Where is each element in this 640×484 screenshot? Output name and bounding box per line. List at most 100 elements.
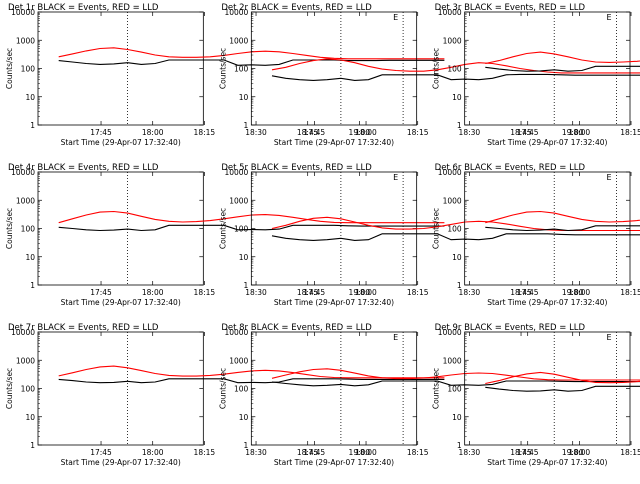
- series-line-events: [485, 225, 640, 232]
- plot-frame: [37, 171, 204, 286]
- y-axis-label: Counts/sec: [218, 368, 227, 409]
- chart-title: Det 7r BLACK = Events, RED = LLD: [8, 323, 159, 333]
- event-marker-label: E: [393, 13, 398, 22]
- plot-frame: [464, 11, 631, 126]
- x-axis-label: Start Time (29-Apr-07 17:32:40): [487, 458, 607, 467]
- x-tick-label: 19:00: [562, 128, 584, 137]
- x-tick-label: 18:15: [194, 288, 216, 297]
- y-tick-label: 1: [457, 281, 462, 290]
- y-tick-label: 10000: [11, 8, 35, 17]
- x-tick-label: 18:00: [569, 288, 591, 297]
- x-tick-label: 18:45: [297, 128, 319, 137]
- x-tick-label: 18:00: [355, 128, 377, 137]
- x-axis-label: Start Time (29-Apr-07 17:32:40): [274, 298, 394, 307]
- y-tick-label: 1: [457, 441, 462, 450]
- x-tick-label: 18:00: [355, 288, 377, 297]
- event-marker-label: E: [606, 333, 611, 342]
- event-marker-label: E: [606, 173, 611, 182]
- x-tick-label: 17:45: [517, 128, 539, 137]
- y-tick-label: 1000: [443, 356, 462, 365]
- plot-frame: [37, 11, 204, 126]
- x-tick-label: 17:45: [90, 288, 112, 297]
- x-tick-label: 18:15: [620, 448, 640, 457]
- x-tick-label: 18:45: [510, 448, 532, 457]
- y-axis-label: Counts/sec: [5, 208, 14, 249]
- x-tick-label: 17:45: [90, 128, 112, 137]
- chart-title: Det 3r BLACK = Events, RED = LLD: [435, 3, 586, 13]
- x-tick-label: 19:00: [349, 128, 371, 137]
- y-axis-label: Counts/sec: [5, 48, 14, 89]
- y-tick-label: 10: [239, 253, 249, 262]
- y-tick-label: 100: [447, 225, 462, 234]
- y-tick-label: 10: [239, 93, 249, 102]
- series-line-events: [485, 65, 640, 72]
- x-tick-label: 18:30: [459, 288, 481, 297]
- x-tick-label: 18:45: [510, 128, 532, 137]
- series-line-lld: [485, 371, 640, 385]
- x-tick-label: 17:45: [517, 448, 539, 457]
- y-axis-label: Counts/sec: [218, 208, 227, 249]
- x-tick-label: 18:00: [569, 448, 591, 457]
- series-line-lld: [485, 210, 640, 224]
- y-tick-label: 10: [452, 93, 462, 102]
- series-line-events: [271, 73, 640, 81]
- plot-frame: [37, 331, 204, 446]
- y-tick-label: 100: [447, 385, 462, 394]
- chart-panel-7: Det 7r BLACK = Events, RED = LLD 1 10 100 10…: [5, 323, 445, 467]
- y-tick-label: 1000: [229, 36, 248, 45]
- y-tick-label: 10000: [224, 8, 248, 17]
- y-tick-label: 10000: [224, 328, 248, 337]
- y-tick-label: 1000: [443, 36, 462, 45]
- y-tick-label: 10: [239, 413, 249, 422]
- y-axis-label: Counts/sec: [218, 48, 227, 89]
- x-tick-label: 17:45: [304, 128, 326, 137]
- chart-panel-1: Det 1r BLACK = Events, RED = LLD 1 10 100 10…: [5, 3, 445, 147]
- x-tick-label: 17:45: [517, 288, 539, 297]
- event-marker-label: E: [393, 333, 398, 342]
- series-line-events: [271, 233, 640, 241]
- y-tick-label: 1000: [16, 36, 35, 45]
- x-tick-label: 18:15: [407, 288, 429, 297]
- y-tick-label: 100: [21, 385, 36, 394]
- plot-frame: [464, 171, 631, 286]
- x-tick-label: 17:45: [304, 288, 326, 297]
- x-tick-label: 18:00: [569, 128, 591, 137]
- y-axis-label: Counts/sec: [432, 368, 441, 409]
- chart-title: Det 6r BLACK = Events, RED = LLD: [435, 163, 586, 173]
- plot-frame: [464, 331, 631, 446]
- y-tick-label: 1: [244, 121, 249, 130]
- chart-title: Det 8r BLACK = Events, RED = LLD: [221, 323, 372, 333]
- y-axis-label: Counts/sec: [5, 368, 14, 409]
- x-axis-label: Start Time (29-Apr-07 17:32:40): [61, 138, 181, 147]
- x-tick-label: 18:45: [297, 448, 319, 457]
- chart-title: Det 4r BLACK = Events, RED = LLD: [8, 163, 159, 173]
- y-tick-label: 100: [21, 225, 36, 234]
- y-tick-label: 1: [30, 121, 35, 130]
- x-axis-label: Start Time (29-Apr-07 17:32:40): [487, 138, 607, 147]
- y-tick-label: 10: [25, 253, 35, 262]
- series-line-events: [485, 385, 640, 392]
- y-tick-label: 10000: [438, 168, 462, 177]
- y-axis-label: Counts/sec: [432, 48, 441, 89]
- y-tick-label: 1000: [229, 356, 248, 365]
- chart-panel-2: Det 2r BLACK = Events, RED = LLD 1 10 100 10…: [218, 3, 640, 147]
- y-tick-label: 1: [244, 281, 249, 290]
- x-tick-label: 17:45: [304, 448, 326, 457]
- event-marker-label: E: [606, 13, 611, 22]
- y-tick-label: 10000: [224, 168, 248, 177]
- chart-panel-3: Det 3r BLACK = Events, RED = LLD 1 10 100 10…: [432, 3, 640, 147]
- x-tick-label: 18:30: [459, 448, 481, 457]
- x-tick-label: 19:00: [562, 448, 584, 457]
- y-tick-label: 10000: [438, 8, 462, 17]
- event-marker-label: E: [393, 173, 398, 182]
- y-tick-label: 10: [452, 253, 462, 262]
- x-tick-label: 19:00: [349, 288, 371, 297]
- y-tick-label: 1000: [16, 356, 35, 365]
- x-tick-label: 18:15: [620, 128, 640, 137]
- chart-panel-9: Det 9r BLACK = Events, RED = LLD 1 10 100 10…: [432, 323, 640, 467]
- chart-panel-6: Det 6r BLACK = Events, RED = LLD 1 10 100 10…: [432, 163, 640, 307]
- y-tick-label: 10: [452, 413, 462, 422]
- x-tick-label: 18:45: [510, 288, 532, 297]
